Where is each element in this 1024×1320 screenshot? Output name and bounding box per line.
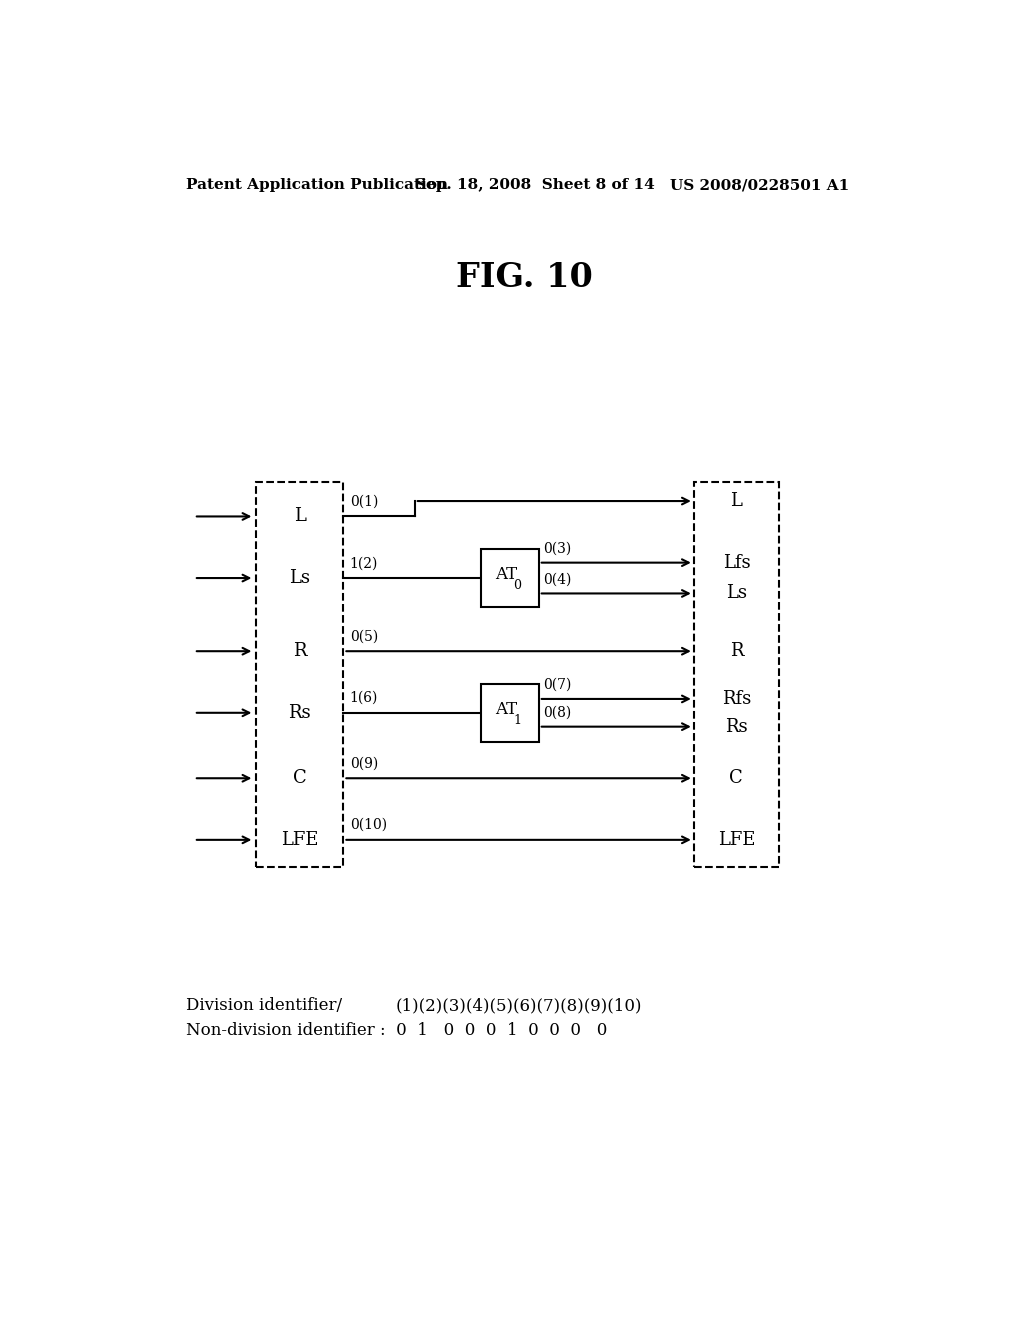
Text: Lfs: Lfs xyxy=(723,553,751,572)
Bar xyxy=(480,684,539,742)
Text: Rs: Rs xyxy=(289,704,311,722)
Text: R: R xyxy=(293,643,306,660)
Text: Division identifier/: Division identifier/ xyxy=(186,997,342,1014)
Text: Patent Application Publication: Patent Application Publication xyxy=(186,178,449,193)
Text: 0(1): 0(1) xyxy=(349,495,378,508)
Text: AT: AT xyxy=(496,701,518,718)
Text: Ls: Ls xyxy=(289,569,310,587)
Text: C: C xyxy=(293,770,306,787)
Text: FIG. 10: FIG. 10 xyxy=(457,261,593,294)
Text: Non-division identifier :  0  1   0  0  0  1  0  0  0   0: Non-division identifier : 0 1 0 0 0 1 0 … xyxy=(186,1022,607,1039)
Bar xyxy=(256,482,343,867)
Text: 0(7): 0(7) xyxy=(543,678,571,692)
Text: 0(4): 0(4) xyxy=(543,573,571,586)
Text: C: C xyxy=(729,770,743,787)
Text: Ls: Ls xyxy=(726,585,746,602)
Text: LFE: LFE xyxy=(718,830,755,849)
Text: R: R xyxy=(730,643,743,660)
Text: 1: 1 xyxy=(513,714,521,727)
Text: Sep. 18, 2008  Sheet 8 of 14: Sep. 18, 2008 Sheet 8 of 14 xyxy=(415,178,654,193)
Text: L: L xyxy=(730,492,742,510)
Bar xyxy=(480,549,539,607)
Text: Rfs: Rfs xyxy=(722,690,751,708)
Text: LFE: LFE xyxy=(281,830,318,849)
Text: 1(2): 1(2) xyxy=(349,556,378,570)
Text: 0: 0 xyxy=(513,579,521,593)
Text: 0(3): 0(3) xyxy=(543,541,570,556)
Text: 0(5): 0(5) xyxy=(349,630,378,644)
Text: (1)(2)(3)(4)(5)(6)(7)(8)(9)(10): (1)(2)(3)(4)(5)(6)(7)(8)(9)(10) xyxy=(395,997,642,1014)
Text: L: L xyxy=(294,507,305,525)
Text: AT: AT xyxy=(496,566,518,583)
Text: 0(9): 0(9) xyxy=(349,756,378,771)
Bar xyxy=(693,482,779,867)
Text: 0(10): 0(10) xyxy=(349,818,387,832)
Text: US 2008/0228501 A1: US 2008/0228501 A1 xyxy=(671,178,850,193)
Text: 0(8): 0(8) xyxy=(543,706,570,719)
Text: Rs: Rs xyxy=(725,718,748,735)
Text: 1(6): 1(6) xyxy=(349,692,378,705)
